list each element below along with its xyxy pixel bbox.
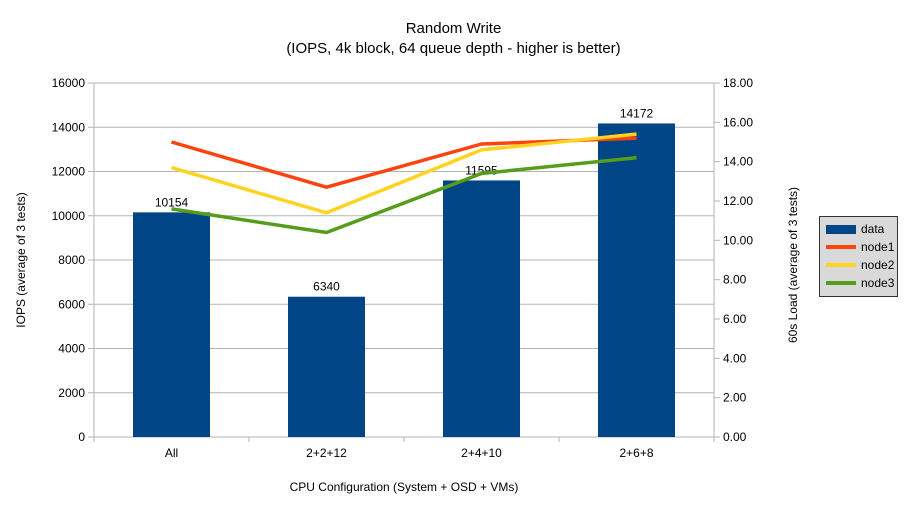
legend-label-node3: node3 bbox=[861, 276, 895, 290]
right-axis-tick-label: 8.00 bbox=[723, 273, 747, 287]
bar-data bbox=[598, 123, 675, 437]
legend-item-data: data bbox=[826, 220, 897, 238]
bar-data bbox=[133, 212, 210, 437]
legend-swatch-node3 bbox=[826, 281, 856, 285]
left-axis-title: IOPS (average of 3 tests) bbox=[14, 192, 28, 327]
left-axis-tick-label: 2000 bbox=[58, 386, 85, 400]
category-label: 2+2+12 bbox=[306, 446, 347, 460]
right-axis-tick-label: 4.00 bbox=[723, 351, 747, 365]
right-axis-tick-label: 6.00 bbox=[723, 312, 747, 326]
right-axis-tick-label: 16.00 bbox=[723, 115, 753, 129]
right-axis-title: 60s Load (average of 3 tests) bbox=[786, 187, 800, 343]
right-axis-tick-label: 0.00 bbox=[723, 430, 747, 444]
legend-swatch-node1 bbox=[826, 245, 856, 249]
chart-subtitle: (IOPS, 4k block, 64 queue depth - higher… bbox=[286, 40, 621, 57]
category-label: All bbox=[165, 446, 178, 460]
legend-item-node1: node1 bbox=[826, 238, 897, 256]
bar-value-label: 11595 bbox=[465, 163, 498, 177]
right-axis-tick-label: 14.00 bbox=[723, 155, 753, 169]
legend-swatch-data bbox=[826, 224, 856, 234]
left-axis-tick-label: 6000 bbox=[58, 297, 85, 311]
right-axis-tick-label: 10.00 bbox=[723, 233, 753, 247]
left-axis-tick-label: 0 bbox=[78, 430, 85, 444]
left-axis-tick-label: 12000 bbox=[52, 165, 86, 179]
legend-item-node2: node2 bbox=[826, 256, 897, 274]
bar-data bbox=[443, 180, 520, 437]
left-axis-tick-label: 8000 bbox=[58, 253, 85, 267]
bar-data bbox=[288, 296, 365, 437]
left-axis-tick-label: 4000 bbox=[58, 342, 85, 356]
line-node3 bbox=[171, 155, 637, 235]
bar-value-label: 14172 bbox=[620, 106, 654, 120]
legend: data node1 node2 node3 bbox=[819, 216, 898, 297]
x-axis-title: CPU Configuration (System + OSD + VMs) bbox=[290, 480, 519, 494]
line-node2 bbox=[171, 132, 637, 215]
legend-label-node2: node2 bbox=[861, 258, 895, 272]
right-axis-tick-label: 18.00 bbox=[723, 76, 753, 90]
category-label: 2+4+10 bbox=[461, 446, 502, 460]
left-axis-tick-label: 10000 bbox=[52, 209, 86, 223]
chart-title: Random Write bbox=[405, 20, 502, 37]
legend-swatch-node2 bbox=[826, 263, 856, 267]
left-axis-tick-label: 16000 bbox=[52, 76, 86, 90]
category-label: 2+6+8 bbox=[619, 446, 653, 460]
right-axis-tick-label: 12.00 bbox=[723, 194, 753, 208]
right-axis-tick-label: 2.00 bbox=[723, 391, 747, 405]
legend-label-data: data bbox=[861, 222, 885, 236]
legend-label-node1: node1 bbox=[861, 240, 895, 254]
bar-value-label: 10154 bbox=[155, 195, 189, 209]
bar-value-label: 6340 bbox=[313, 280, 340, 294]
legend-item-node3: node3 bbox=[826, 274, 897, 292]
left-axis-tick-label: 14000 bbox=[52, 120, 86, 134]
